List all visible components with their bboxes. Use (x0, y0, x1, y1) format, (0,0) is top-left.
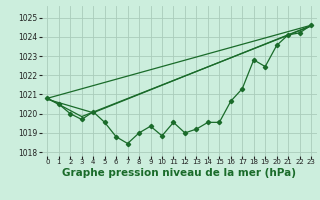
X-axis label: Graphe pression niveau de la mer (hPa): Graphe pression niveau de la mer (hPa) (62, 168, 296, 178)
